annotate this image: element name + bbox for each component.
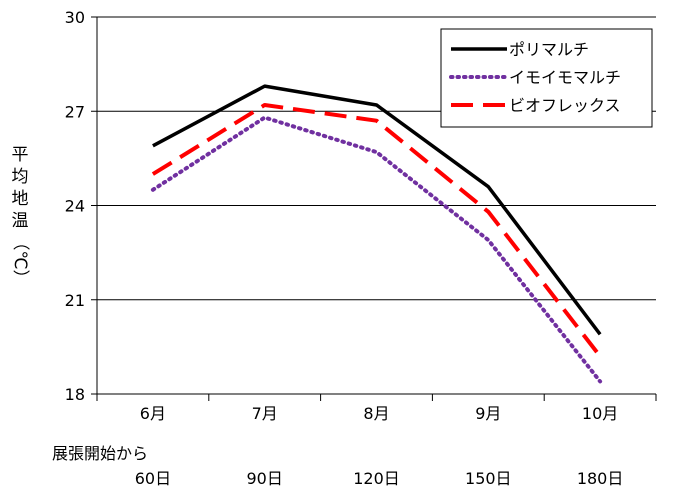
x-tick-labels: 6月 7月 8月 9月 10月 [140,404,618,423]
x-sub-label: 120日 [353,469,400,488]
y-axis-label-char: 地 [12,189,29,209]
series-line-2 [150,115,603,384]
x-sub-label: 90日 [247,469,283,488]
series-line-3 [151,102,602,358]
y-axis-label-char: 温 [12,211,29,231]
legend-box [440,28,653,128]
y-tick-labels: 18 21 24 27 30 [65,8,85,404]
y-tick-label: 21 [65,291,85,310]
axes [91,16,657,401]
x-tick-label: 6月 [140,404,166,423]
x-tick-label: 10月 [582,404,618,423]
x-tick-label: 8月 [363,404,389,423]
y-tick-label: 27 [65,102,85,121]
y-axis-label-unit: （℃） [10,233,30,286]
legend-label-2: イモイモマルチ [509,68,621,87]
x-sub-label: 60日 [135,469,171,488]
y-axis-label-char: 均 [12,167,29,187]
legend-label-1: ポリマルチ [509,40,589,59]
grid-lines [97,16,656,301]
y-tick-label: 24 [65,197,85,216]
x-tick-label: 9月 [475,404,501,423]
series-line-1 [152,84,602,336]
y-axis-label-char: 平 [12,145,29,165]
x-sub-label: 180日 [577,469,624,488]
x-tick-label: 7月 [252,404,278,423]
y-tick-label: 18 [65,385,85,404]
series-lines [150,84,603,384]
x-sub-labels: 60日 90日 120日 150日 180日 [135,469,624,488]
x-sub-title: 展張開始から [52,444,148,463]
x-sub-label: 150日 [465,469,512,488]
y-tick-label: 30 [65,8,85,27]
legend-label-3: ビオフレックス [509,96,621,115]
